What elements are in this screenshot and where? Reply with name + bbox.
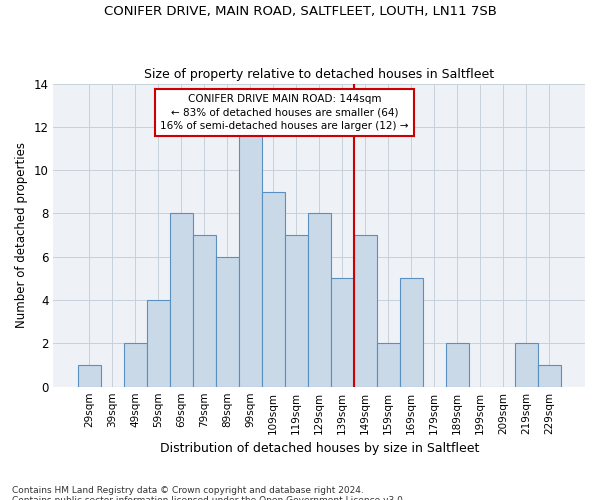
Text: Contains HM Land Registry data © Crown copyright and database right 2024.: Contains HM Land Registry data © Crown c… <box>12 486 364 495</box>
Title: Size of property relative to detached houses in Saltfleet: Size of property relative to detached ho… <box>144 68 494 81</box>
Bar <box>193 235 215 386</box>
Bar <box>308 214 331 386</box>
Bar <box>170 214 193 386</box>
Text: Contains public sector information licensed under the Open Government Licence v3: Contains public sector information licen… <box>12 496 406 500</box>
Bar <box>446 344 469 386</box>
Y-axis label: Number of detached properties: Number of detached properties <box>15 142 28 328</box>
Bar <box>354 235 377 386</box>
Text: CONIFER DRIVE MAIN ROAD: 144sqm
← 83% of detached houses are smaller (64)
16% of: CONIFER DRIVE MAIN ROAD: 144sqm ← 83% of… <box>160 94 409 131</box>
Bar <box>400 278 423 386</box>
Bar <box>284 235 308 386</box>
Bar <box>538 365 561 386</box>
X-axis label: Distribution of detached houses by size in Saltfleet: Distribution of detached houses by size … <box>160 442 479 455</box>
Bar <box>239 127 262 386</box>
Bar <box>146 300 170 386</box>
Bar <box>331 278 354 386</box>
Bar <box>215 257 239 386</box>
Bar <box>77 365 101 386</box>
Text: CONIFER DRIVE, MAIN ROAD, SALTFLEET, LOUTH, LN11 7SB: CONIFER DRIVE, MAIN ROAD, SALTFLEET, LOU… <box>104 5 496 18</box>
Bar <box>515 344 538 386</box>
Bar <box>124 344 146 386</box>
Bar <box>377 344 400 386</box>
Bar <box>262 192 284 386</box>
